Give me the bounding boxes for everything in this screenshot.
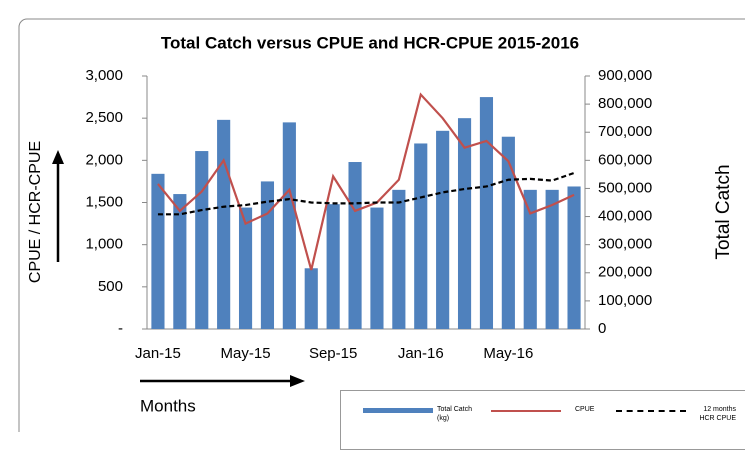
x-axis-title: Months <box>140 396 196 415</box>
y2-tick-label: 900,000 <box>598 67 652 84</box>
x-tick-label: Sep-15 <box>309 345 357 362</box>
x-tick-label: Jan-16 <box>398 345 444 362</box>
bar <box>523 189 537 329</box>
y2-axis-title: Total Catch <box>713 164 734 259</box>
y2-tick-label: 300,000 <box>598 236 652 253</box>
y-arrowhead <box>52 150 64 164</box>
y-tick-label: - <box>118 320 123 337</box>
bar <box>436 130 450 329</box>
x-tick-label: Jan-15 <box>135 345 181 362</box>
y2-tick-label: 0 <box>598 320 606 337</box>
chart-title: Total Catch versus CPUE and HCR-CPUE 201… <box>161 33 579 52</box>
bar <box>545 189 559 329</box>
bar <box>479 97 494 329</box>
y2-tick-label: 100,000 <box>598 292 652 309</box>
bar <box>567 186 581 329</box>
y2-tick-label: 800,000 <box>598 95 652 112</box>
bar <box>195 151 209 329</box>
y-tick-label: 1,000 <box>85 236 123 253</box>
bar <box>173 194 187 329</box>
legend-swatch <box>491 410 561 412</box>
bar <box>392 189 406 329</box>
y-axis-title: CPUE / HCR-CPUE <box>27 141 44 283</box>
bar <box>238 207 253 329</box>
y-tick-label: 3,000 <box>85 67 123 84</box>
y-tick-label: 2,500 <box>85 109 123 126</box>
bar <box>217 119 231 329</box>
bar <box>151 173 165 329</box>
bar <box>304 268 318 329</box>
x-tick-label: May-16 <box>483 345 533 362</box>
x-arrowhead <box>290 375 305 387</box>
y-tick-label: 1,500 <box>85 193 123 210</box>
line <box>157 171 575 216</box>
x-tick-label: May-15 <box>221 345 271 362</box>
legend-label: 12 months HCR CPUE <box>699 406 736 422</box>
bar <box>457 118 472 330</box>
legend-label: CPUE <box>575 406 595 413</box>
bar <box>501 136 515 329</box>
bar <box>282 122 296 329</box>
bar <box>326 204 340 329</box>
chart-border <box>18 18 745 432</box>
legend-swatch <box>363 408 433 413</box>
page: {"chart_data": {"type": "bar-line", "tit… <box>18 18 745 450</box>
bar <box>260 181 275 329</box>
y-tick-label: 500 <box>98 278 123 295</box>
bar <box>348 162 362 329</box>
legend-label: Total Catch (kg) <box>437 406 473 422</box>
y2-tick-label: 200,000 <box>598 264 652 281</box>
legend-swatch <box>616 410 686 412</box>
y2-tick-label: 500,000 <box>598 179 652 196</box>
legend: Total Catch (kg) CPUE 12 months HCR CPUE <box>340 390 745 450</box>
y-tick-label: 2,000 <box>85 151 123 168</box>
line <box>157 92 575 271</box>
y2-tick-label: 400,000 <box>598 208 652 225</box>
bar <box>414 143 428 329</box>
y2-tick-label: 700,000 <box>598 123 652 140</box>
chart: Total Catch versus CPUE and HCR-CPUE 201… <box>18 18 745 432</box>
bar <box>370 207 384 329</box>
y2-tick-label: 600,000 <box>598 151 652 168</box>
